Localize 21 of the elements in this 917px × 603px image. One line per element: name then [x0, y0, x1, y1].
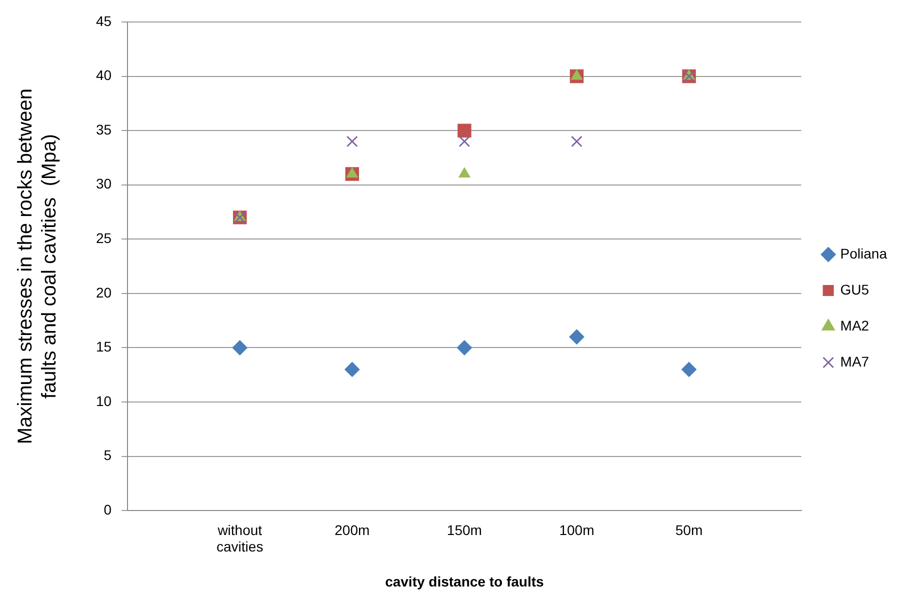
y-tick-label: 15	[96, 338, 112, 355]
y-tick-label: 5	[104, 447, 112, 464]
y-tick-label: 10	[96, 392, 112, 409]
x-axis-title: cavity distance to faults	[385, 573, 544, 590]
y-tick-label: 20	[96, 284, 112, 300]
x-tick-label: 200m	[334, 522, 370, 538]
x-tick-label: 100m	[559, 522, 594, 538]
x-tick-label: without cavities	[216, 522, 264, 555]
y-tick-label: 35	[96, 121, 112, 138]
y-tick-label: 45	[96, 12, 112, 29]
legend-label: Poliana	[840, 245, 888, 262]
legend-label: MA2	[840, 317, 870, 334]
legend-label: GU5	[840, 281, 870, 298]
y-axis-title: Maximum stresses in the rocks between faults and coal cavities (Mpa)	[14, 88, 61, 444]
legend-label: MA7	[840, 353, 870, 370]
x-tick-label: 50m	[675, 522, 703, 538]
y-tick-label: 25	[96, 230, 112, 246]
y-tick-label: 0	[104, 501, 112, 518]
x-tick-label: 150m	[446, 522, 482, 538]
y-tick-label: 40	[96, 67, 112, 84]
y-tick-label: 30	[96, 176, 112, 192]
